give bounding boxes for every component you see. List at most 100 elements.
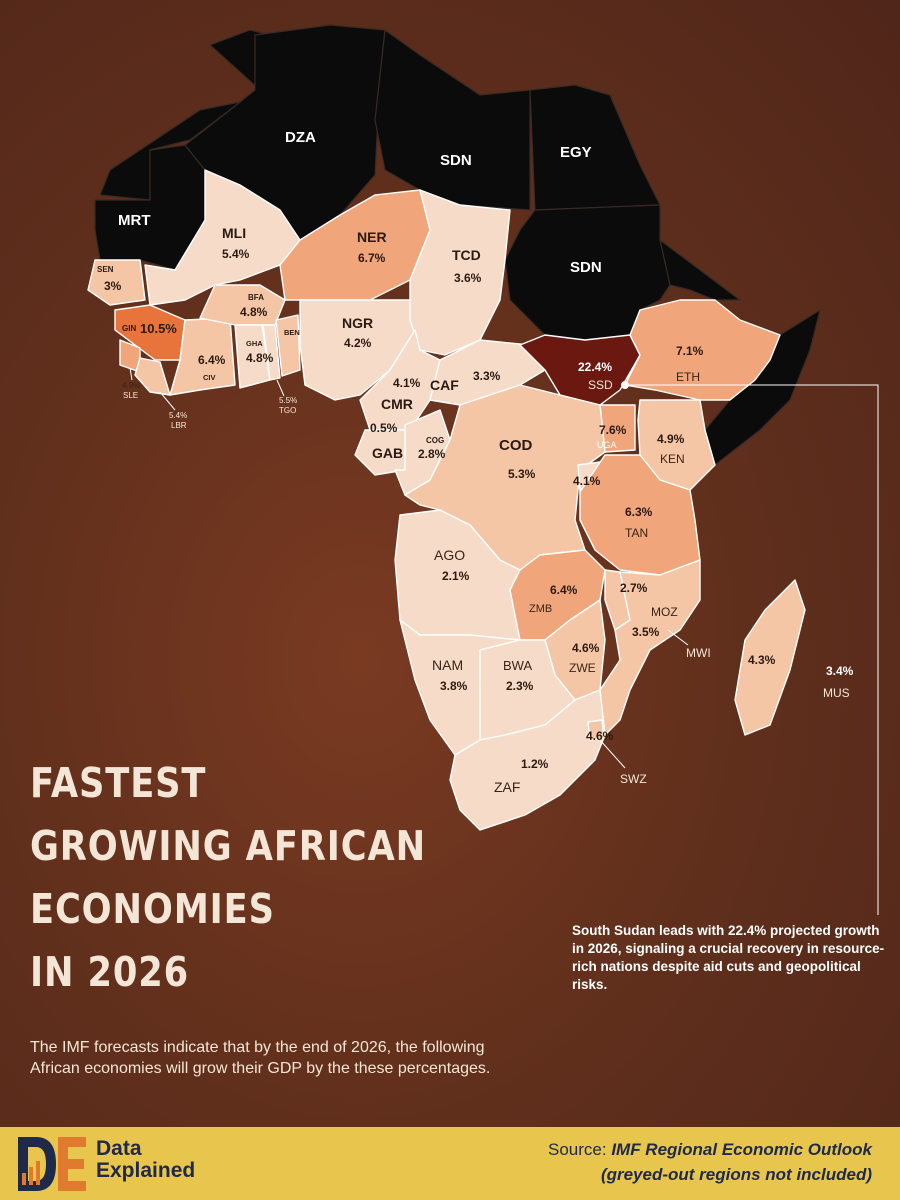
label-mrt: MRT [118,212,151,229]
swz-leader-line [599,739,626,769]
label-civ-value: 6.4% [198,353,226,367]
label-tan-code: TAN [625,526,648,540]
label-zwe-value: 4.6% [572,641,600,655]
label-uga-value: 7.6% [599,423,627,437]
label-ken-code: KEN [660,452,685,466]
label-mwi-code: MWI [686,646,711,660]
source-prefix: Source: [548,1140,612,1159]
title-line-3: ECONOMIES [30,885,275,933]
ssd-callout-line [625,384,879,915]
label-sen-value: 3% [104,279,122,293]
label-caf-value: 3.3% [473,369,501,383]
callout-lines [129,367,879,915]
label-bfa-code: BFA [248,293,264,302]
shape-ben [275,314,301,377]
label-zmb-code: ZMB [529,603,552,615]
label-tcd-value: 3.6% [454,271,482,285]
region-egy [529,84,661,211]
label-uga-code: UGA [597,440,617,450]
label-lbr-value: 5.4% [169,411,187,420]
page-title: FASTEST GROWING AFRICAN ECONOMIES IN 202… [30,752,426,1004]
shape-zaf [449,689,606,831]
label-mus-code: MUS [823,686,850,700]
label-mwi-value: 3.5% [632,625,660,639]
label-rwa-value: 4.1% [573,474,601,488]
shape-tgo [262,324,281,381]
label-mdg-value: 4.3% [748,653,776,667]
label-eth-code: ETH [676,370,700,384]
country-labels: MLI 5.4% NER 6.7% TCD 3.6% SEN 3% GIN 10… [97,225,854,795]
shape-tcd [409,189,511,356]
label-tcd-code: TCD [452,247,481,263]
shape-mdg [734,579,806,736]
label-cod-code: COD [499,437,533,454]
label-nam-value: 3.8% [440,679,468,693]
shape-eth [624,299,781,401]
label-ago-value: 2.1% [442,569,470,583]
label-bwa-code: BWA [503,658,532,673]
label-zaf-code: ZAF [494,779,520,795]
label-ssd-value: 22.4% [578,360,612,374]
label-cog-value: 2.8% [418,447,446,461]
shape-moz [599,559,701,736]
label-cog-code: COG [426,436,444,445]
label-ner-code: NER [357,229,387,245]
label-mli-code: MLI [222,225,246,241]
label-ben-code: BEN [284,328,300,337]
source-text: Source: IMF Regional Economic Outlook (g… [352,1137,872,1187]
label-zwe-code: ZWE [569,661,596,675]
label-sen-code: SEN [97,265,114,274]
label-sle-code: SLE [123,391,138,400]
label-ssd-code: SSD [588,378,613,392]
mwi-leader-line [667,629,689,646]
label-sle-value: 4.9% [122,381,140,390]
shape-gab [354,429,406,476]
region-lby-sdn-north [374,28,531,211]
label-ago-code: AGO [434,547,465,563]
label-ngr-code: NGR [342,315,373,331]
label-mus-value: 3.4% [826,664,854,678]
title-line-1: FASTEST [30,759,207,807]
label-gha-value: 4.8% [246,351,274,365]
label-bfa-value: 4.8% [240,305,268,319]
shape-ssd [519,334,641,406]
label-lbr-code: LBR [171,421,187,430]
shape-sen [87,259,146,306]
label-mli-value: 5.4% [222,247,250,261]
brand-name-line-2: Explained [96,1159,196,1182]
label-tan-value: 6.3% [625,505,653,519]
label-ken-value: 4.9% [657,432,685,446]
source-note: (greyed-out regions not included) [600,1165,872,1184]
label-moz-value: 2.7% [620,581,648,595]
label-cmr-value: 4.1% [393,376,421,390]
brand-name: Data Explained [96,1138,256,1182]
label-gha-code: GHA [246,339,263,348]
label-cmr-code: CMR [381,396,413,412]
ssd-callout-text: South Sudan leads with 22.4% projected g… [572,923,885,992]
label-tgo-value: 5.5% [279,396,297,405]
tgo-leader-line [276,379,285,397]
label-gin-code: GIN [122,324,136,333]
label-dza: DZA [285,129,316,146]
ssd-callout-dot [621,381,629,389]
label-moz-code: MOZ [651,605,678,619]
shape-lbr [134,357,171,396]
brand-name-line-1: Data [96,1137,142,1160]
label-zmb-value: 6.4% [550,583,578,597]
title-line-4: IN 2026 [30,948,190,996]
label-zaf-value: 1.2% [521,757,549,771]
country-shapes [87,169,806,831]
label-ner-value: 6.7% [358,251,386,265]
region-eri-djb [659,238,742,301]
excluded-regions [94,24,821,467]
brand-logo-icon [18,1137,86,1191]
label-sdn-north: SDN [440,152,472,169]
shape-gin [114,304,186,361]
shape-ngr [299,299,416,401]
shape-caf [429,339,546,406]
label-gin-value: 10.5% [140,321,177,336]
label-swz-code: SWZ [620,772,647,786]
label-bwa-value: 2.3% [506,679,534,693]
excluded-labels: DZA SDN EGY MRT SDN [118,129,602,276]
